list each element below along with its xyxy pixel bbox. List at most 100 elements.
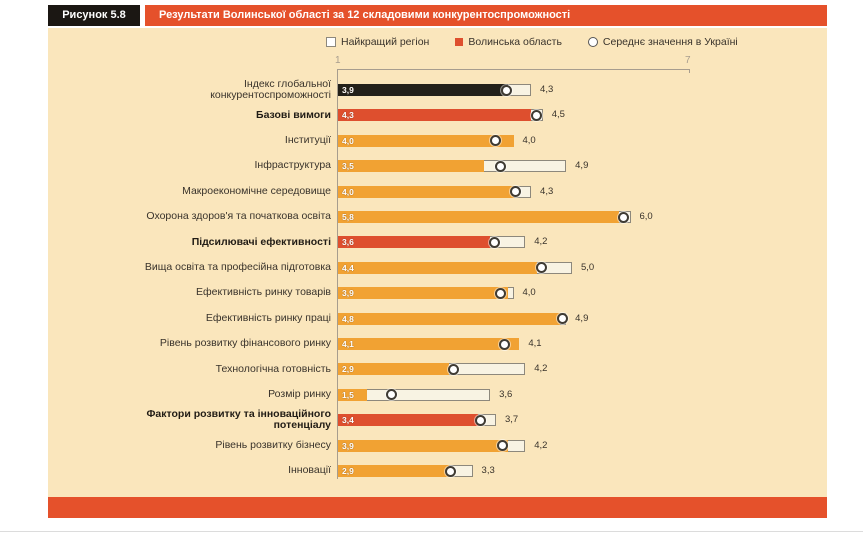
ukraine-average-marker (498, 338, 510, 350)
volyn-region-bar: 4,0 (338, 134, 514, 147)
volyn-value-label: 4,4 (342, 262, 354, 273)
volyn-region-bar: 4,4 (338, 261, 537, 274)
row-label: Розмір ринку (268, 388, 331, 401)
volyn-value-label: 4,3 (342, 110, 354, 121)
ukraine-average-marker (386, 389, 398, 401)
chart-row: Підсилювачі ефективності 3,6 4,2 (48, 236, 827, 249)
page-edge-line (0, 531, 863, 532)
ukraine-average-marker (536, 262, 548, 274)
row-label: Підсилювачі ефективності (191, 235, 331, 248)
volyn-region-bar: 4,1 (338, 338, 520, 350)
chart-row: Розмір ринку 1,5 3,6 (48, 388, 827, 401)
volyn-value-label: 2,9 (342, 364, 354, 375)
ukraine-average-marker (495, 160, 507, 172)
chart-row: Інфраструктура 3,5 4,9 (48, 160, 827, 173)
best-region-value-label: 4,2 (534, 363, 548, 375)
circle-outline-icon (587, 37, 598, 47)
chart-row: Ефективність ринку товарів 3,9 4,0 (48, 287, 827, 300)
legend-item-ukraine-average: Середнє значення в Україні (587, 36, 738, 48)
figure-5-8: Рисунок 5.8 Результати Волинської област… (48, 5, 827, 518)
row-label: Інфраструктура (254, 159, 331, 172)
volyn-value-label: 3,9 (342, 440, 354, 451)
row-label: Базові вимоги (256, 108, 331, 121)
chart-row: Охорона здоров'я та початкова освіта 5,8 6… (48, 211, 827, 223)
best-region-value-label: 4,3 (540, 84, 554, 95)
footer-band (48, 497, 827, 518)
best-region-value-label: 4,1 (528, 338, 542, 349)
volyn-region-bar: 1,5 (338, 388, 368, 401)
axis-end-tick (689, 69, 690, 73)
ukraine-average-marker (531, 109, 543, 121)
volyn-value-label: 3,6 (342, 237, 354, 248)
ukraine-average-marker (489, 236, 501, 248)
best-region-value-label: 4,5 (551, 109, 565, 121)
volyn-region-bar: 3,9 (338, 287, 508, 300)
volyn-value-label: 2,9 (342, 466, 354, 476)
volyn-value-label: 3,9 (342, 85, 354, 95)
row-label: Рівень розвитку бізнесу (215, 438, 331, 451)
axis-tick-max: 7 (685, 55, 691, 66)
best-region-value-label: 6,0 (639, 211, 653, 222)
chart-row: Рівень розвитку бізнесу 3,9 4,2 (48, 439, 827, 452)
chart-row: Інновації 2,9 3,3 (48, 465, 827, 477)
ukraine-average-marker (509, 186, 521, 198)
volyn-region-bar: 3,4 (338, 414, 479, 427)
legend-label-volyn-region: Волинська область (468, 36, 562, 48)
ukraine-average-marker (557, 313, 569, 325)
axis-tick-min: 1 (335, 55, 341, 66)
best-region-value-label: 3,3 (481, 465, 495, 476)
volyn-value-label: 3,5 (342, 161, 354, 172)
volyn-value-label: 1,5 (342, 389, 354, 400)
axis-baseline (337, 69, 338, 479)
best-region-value-label: 5,0 (581, 261, 595, 273)
chart-row: Ефективність ринку праці 4,8 4,9 (48, 312, 827, 325)
best-region-value-label: 3,7 (504, 414, 519, 426)
volyn-region-bar: 3,5 (338, 160, 485, 173)
ukraine-average-marker (500, 84, 512, 96)
row-label: Рівень розвитку фінансового ринку (159, 337, 331, 350)
best-region-value-label: 4,2 (534, 439, 548, 451)
row-label: Індекс глобальної конкурентоспроможності (210, 77, 331, 101)
row-label: Макроекономічне середовище (182, 184, 331, 197)
chart-row: Фактори розвитку та інноваційного потенці… (48, 408, 827, 431)
best-region-value-label: 4,0 (522, 134, 536, 146)
square-fill-icon (455, 38, 464, 46)
chart-row: Макроекономічне середовище 4,0 4,3 (48, 185, 827, 198)
best-region-value-label: 3,6 (499, 388, 513, 400)
legend-label-best-region: Найкращий регіон (341, 36, 430, 48)
volyn-value-label: 3,9 (342, 288, 354, 299)
axis-line (338, 69, 690, 70)
ukraine-average-marker (490, 135, 502, 147)
row-label: Інновації (288, 464, 331, 477)
legend-item-best-region: Найкращий регіон (326, 36, 429, 48)
best-region-value-label: 4,0 (522, 287, 536, 299)
chart-row: Базові вимоги 4,3 4,5 (48, 109, 827, 122)
chart-row: Рівень розвитку фінансового ринку 4,1 4,1 (48, 338, 827, 350)
ukraine-average-marker (617, 211, 629, 223)
figure-tag: Рисунок 5.8 (48, 5, 140, 26)
ukraine-average-marker (495, 287, 507, 299)
volyn-region-bar: 5,8 (338, 211, 619, 223)
volyn-region-bar: 3,6 (338, 236, 491, 249)
row-label: Ефективність ринку товарів (196, 286, 331, 299)
row-label: Ефективність ринку праці (205, 311, 331, 324)
volyn-region-bar: 4,0 (338, 185, 514, 198)
volyn-value-label: 4,1 (342, 339, 354, 349)
figure-header: Рисунок 5.8 Результати Волинської област… (48, 5, 827, 26)
best-region-value-label: 4,2 (534, 236, 548, 248)
square-outline-icon (326, 37, 336, 47)
best-region-value-label: 4,9 (575, 160, 589, 172)
figure-title: Результати Волинської області за 12 скла… (145, 5, 827, 26)
ukraine-average-marker (496, 440, 508, 452)
volyn-region-bar: 3,9 (338, 439, 508, 452)
volyn-region-bar: 3,9 (338, 84, 508, 96)
row-label: Охорона здоров'я та початкова освіта (146, 210, 331, 223)
best-region-value-label: 4,9 (575, 312, 589, 324)
best-region-value-label: 4,3 (540, 185, 554, 197)
legend-item-volyn-region: Волинська область (455, 36, 562, 48)
row-label: Технологічна готовність (215, 362, 331, 375)
legend-label-ukraine-average: Середнє значення в Україні (602, 36, 738, 48)
ukraine-average-marker (444, 465, 456, 477)
ukraine-average-marker (475, 414, 487, 426)
